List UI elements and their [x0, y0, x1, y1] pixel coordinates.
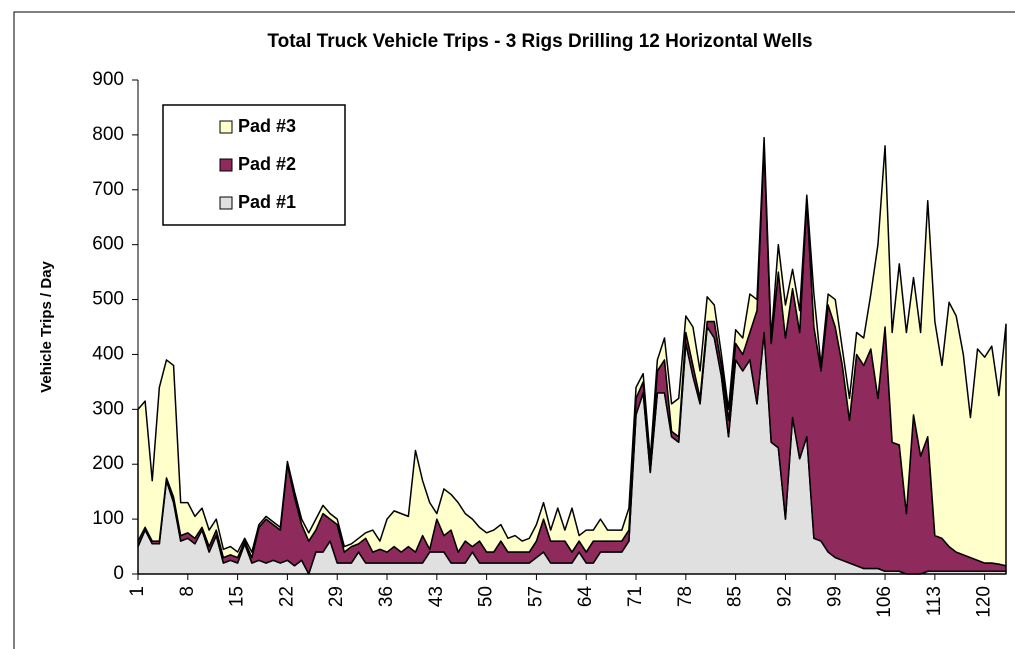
x-tick-label: 64 [575, 586, 596, 608]
area [137, 136, 1007, 567]
y-tick-label: 800 [92, 124, 124, 145]
x-tick-label: 92 [774, 586, 795, 607]
legend-swatch [219, 158, 233, 172]
x-tick-label: 1 [127, 586, 148, 597]
y-tick-label: 700 [92, 179, 124, 200]
x-tick-label: 29 [326, 586, 347, 607]
y-tick-label: 600 [92, 234, 124, 255]
x-tick-label: 50 [476, 586, 497, 607]
x-tick-label: 78 [675, 586, 696, 607]
x-tick-label: 22 [276, 586, 297, 607]
legend-swatch [219, 196, 233, 210]
x-tick-label: 15 [227, 586, 248, 607]
x-tick-label: 99 [824, 586, 845, 607]
chart-title: Total Truck Vehicle Trips - 3 Rigs Drill… [267, 31, 812, 52]
x-tick-label: 36 [376, 586, 397, 607]
x-tick-label: 106 [874, 586, 895, 618]
y-tick-label: 500 [92, 289, 124, 310]
x-tick-label: 120 [974, 586, 995, 618]
y-tick-label: 900 [92, 69, 124, 90]
legend-label: Pad #1 [238, 192, 296, 212]
legend-swatch [219, 120, 233, 134]
y-tick-label: 100 [92, 508, 124, 529]
x-tick-label: 113 [924, 586, 945, 616]
legend-label: Pad #3 [238, 116, 296, 136]
x-tick-label: 85 [725, 586, 746, 607]
y-tick-label: 300 [92, 398, 124, 419]
y-tick-label: 400 [92, 343, 124, 364]
legend-label: Pad #2 [238, 154, 296, 174]
y-tick-label: 200 [92, 453, 124, 474]
legend-box [162, 104, 346, 226]
x-tick-label: 57 [525, 586, 546, 607]
x-tick-label: 71 [625, 586, 646, 607]
x-tick-label: 43 [426, 586, 447, 607]
x-tick-label: 8 [177, 586, 198, 597]
y-tick-label: 0 [113, 563, 124, 584]
y-axis-label: Vehicle Trips / Day [38, 260, 55, 392]
